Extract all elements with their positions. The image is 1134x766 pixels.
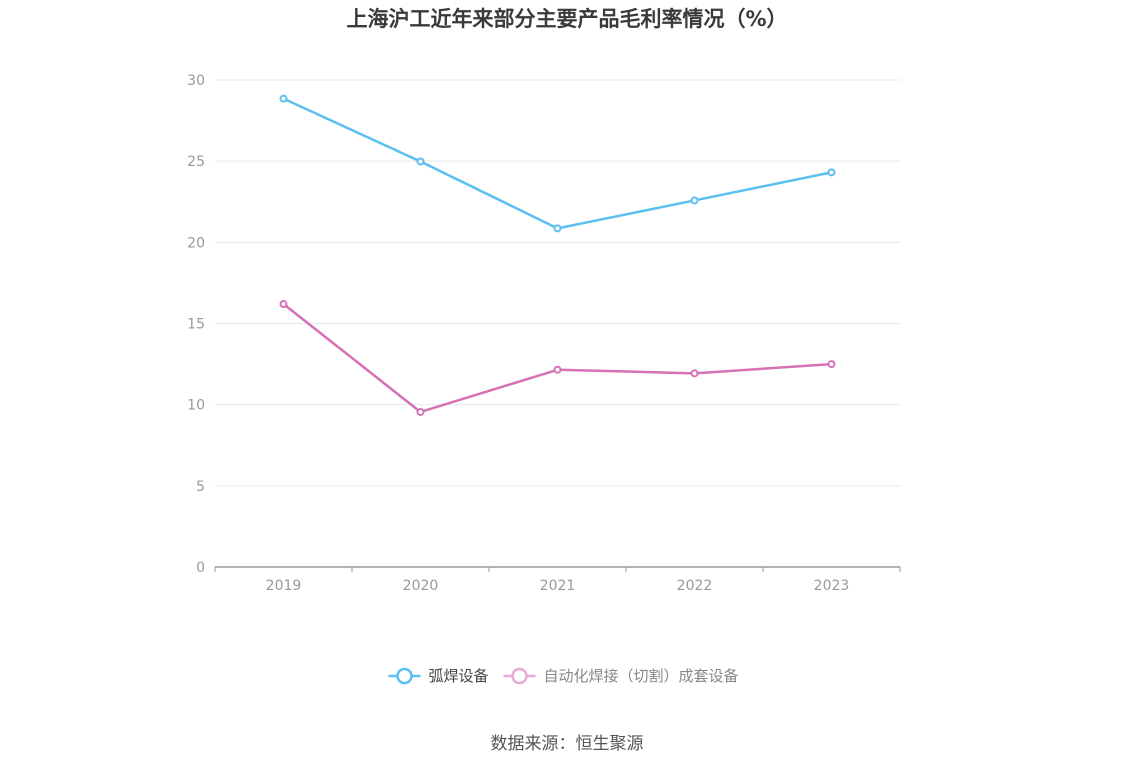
x-tick-label: 2021 <box>540 578 576 594</box>
x-tick-label: 2022 <box>677 578 713 594</box>
y-tick-label: 10 <box>187 398 205 414</box>
series-0 <box>279 94 836 233</box>
gridlines <box>215 79 900 487</box>
axes: 0 5 10 15 20 25 30 2019 2020 2021 2022 2023 <box>187 73 901 594</box>
series-lines <box>279 94 836 416</box>
series-line <box>282 97 832 230</box>
series-line <box>282 303 832 414</box>
legend-item[interactable]: 弧焊设备 <box>388 667 489 685</box>
y-tick-label: 25 <box>187 154 205 170</box>
data-point[interactable] <box>690 196 699 205</box>
x-tick-label: 2023 <box>814 578 850 594</box>
y-tick-label: 20 <box>187 235 205 251</box>
data-point[interactable] <box>827 168 836 177</box>
legend-marker <box>511 667 528 685</box>
data-point[interactable] <box>279 300 288 309</box>
y-tick-label: 0 <box>196 560 205 576</box>
data-point[interactable] <box>416 157 425 166</box>
x-tick-label: 2020 <box>403 578 439 594</box>
y-tick-label: 30 <box>187 73 205 89</box>
series-1 <box>279 300 836 416</box>
data-source-note: 数据来源：恒生聚源 <box>490 734 644 754</box>
data-point[interactable] <box>827 360 836 369</box>
data-point[interactable] <box>279 94 288 103</box>
data-point[interactable] <box>690 369 699 378</box>
data-point[interactable] <box>553 224 562 233</box>
data-point[interactable] <box>416 407 425 416</box>
y-tick-label: 15 <box>187 317 205 333</box>
y-tick-label: 5 <box>196 479 205 495</box>
legend: 弧焊设备 自动化焊接（切割）成套设备 <box>388 667 739 685</box>
data-point[interactable] <box>553 365 562 374</box>
legend-item[interactable]: 自动化焊接（切割）成套设备 <box>503 667 739 685</box>
legend-marker <box>396 667 413 685</box>
chart-title: 上海沪工近年来部分主要产品毛利率情况（%） <box>346 7 788 31</box>
legend-label: 自动化焊接（切割）成套设备 <box>544 667 739 685</box>
x-tick-label: 2019 <box>266 578 302 594</box>
legend-label: 弧焊设备 <box>429 667 489 685</box>
